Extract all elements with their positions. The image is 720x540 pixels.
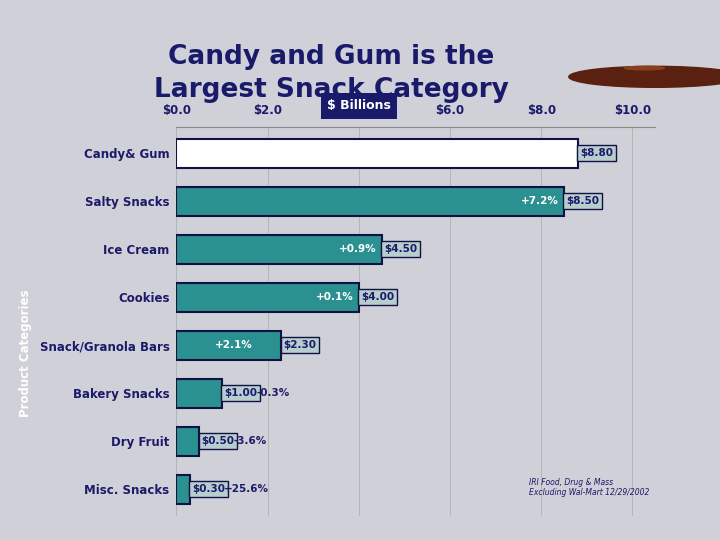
Text: $0.50: $0.50 [202, 436, 235, 446]
Text: $1.00: $1.00 [225, 388, 257, 399]
Text: +2.1%: +2.1% [215, 340, 253, 350]
Bar [176, 139, 577, 168]
Text: IRI Food, Drug & Mass
Excluding Wal-Mart 12/29/2002: IRI Food, Drug & Mass Excluding Wal-Mart… [529, 478, 649, 497]
Text: Candy and Gum is the
Largest Snack Category: Candy and Gum is the Largest Snack Categ… [154, 44, 508, 103]
Text: $2.30: $2.30 [284, 340, 317, 350]
Text: $4.00: $4.00 [361, 292, 395, 302]
Text: +0.1%: +0.1% [315, 292, 354, 302]
Ellipse shape [625, 66, 664, 70]
Bar [176, 187, 564, 215]
Text: +0.9%: +0.9% [338, 244, 376, 254]
Bar [176, 283, 359, 312]
Text: Product Categories: Product Categories [19, 290, 32, 417]
Text: -0.3%: -0.3% [256, 388, 289, 399]
Bar [176, 331, 282, 360]
Bar [176, 475, 190, 504]
Text: $0.30: $0.30 [192, 484, 225, 494]
Bar [176, 235, 382, 264]
Text: +25.6%: +25.6% [225, 484, 269, 494]
Text: +2.0%: +2.0% [534, 148, 572, 158]
Bar [176, 379, 222, 408]
Text: $ Billions: $ Billions [327, 99, 391, 112]
Bar [176, 427, 199, 456]
Text: $4.50: $4.50 [384, 244, 417, 254]
Text: $8.50: $8.50 [567, 197, 599, 206]
Text: -3.6%: -3.6% [233, 436, 266, 446]
Text: +7.2%: +7.2% [521, 197, 559, 206]
Circle shape [569, 66, 720, 87]
Text: $8.80: $8.80 [580, 148, 613, 158]
